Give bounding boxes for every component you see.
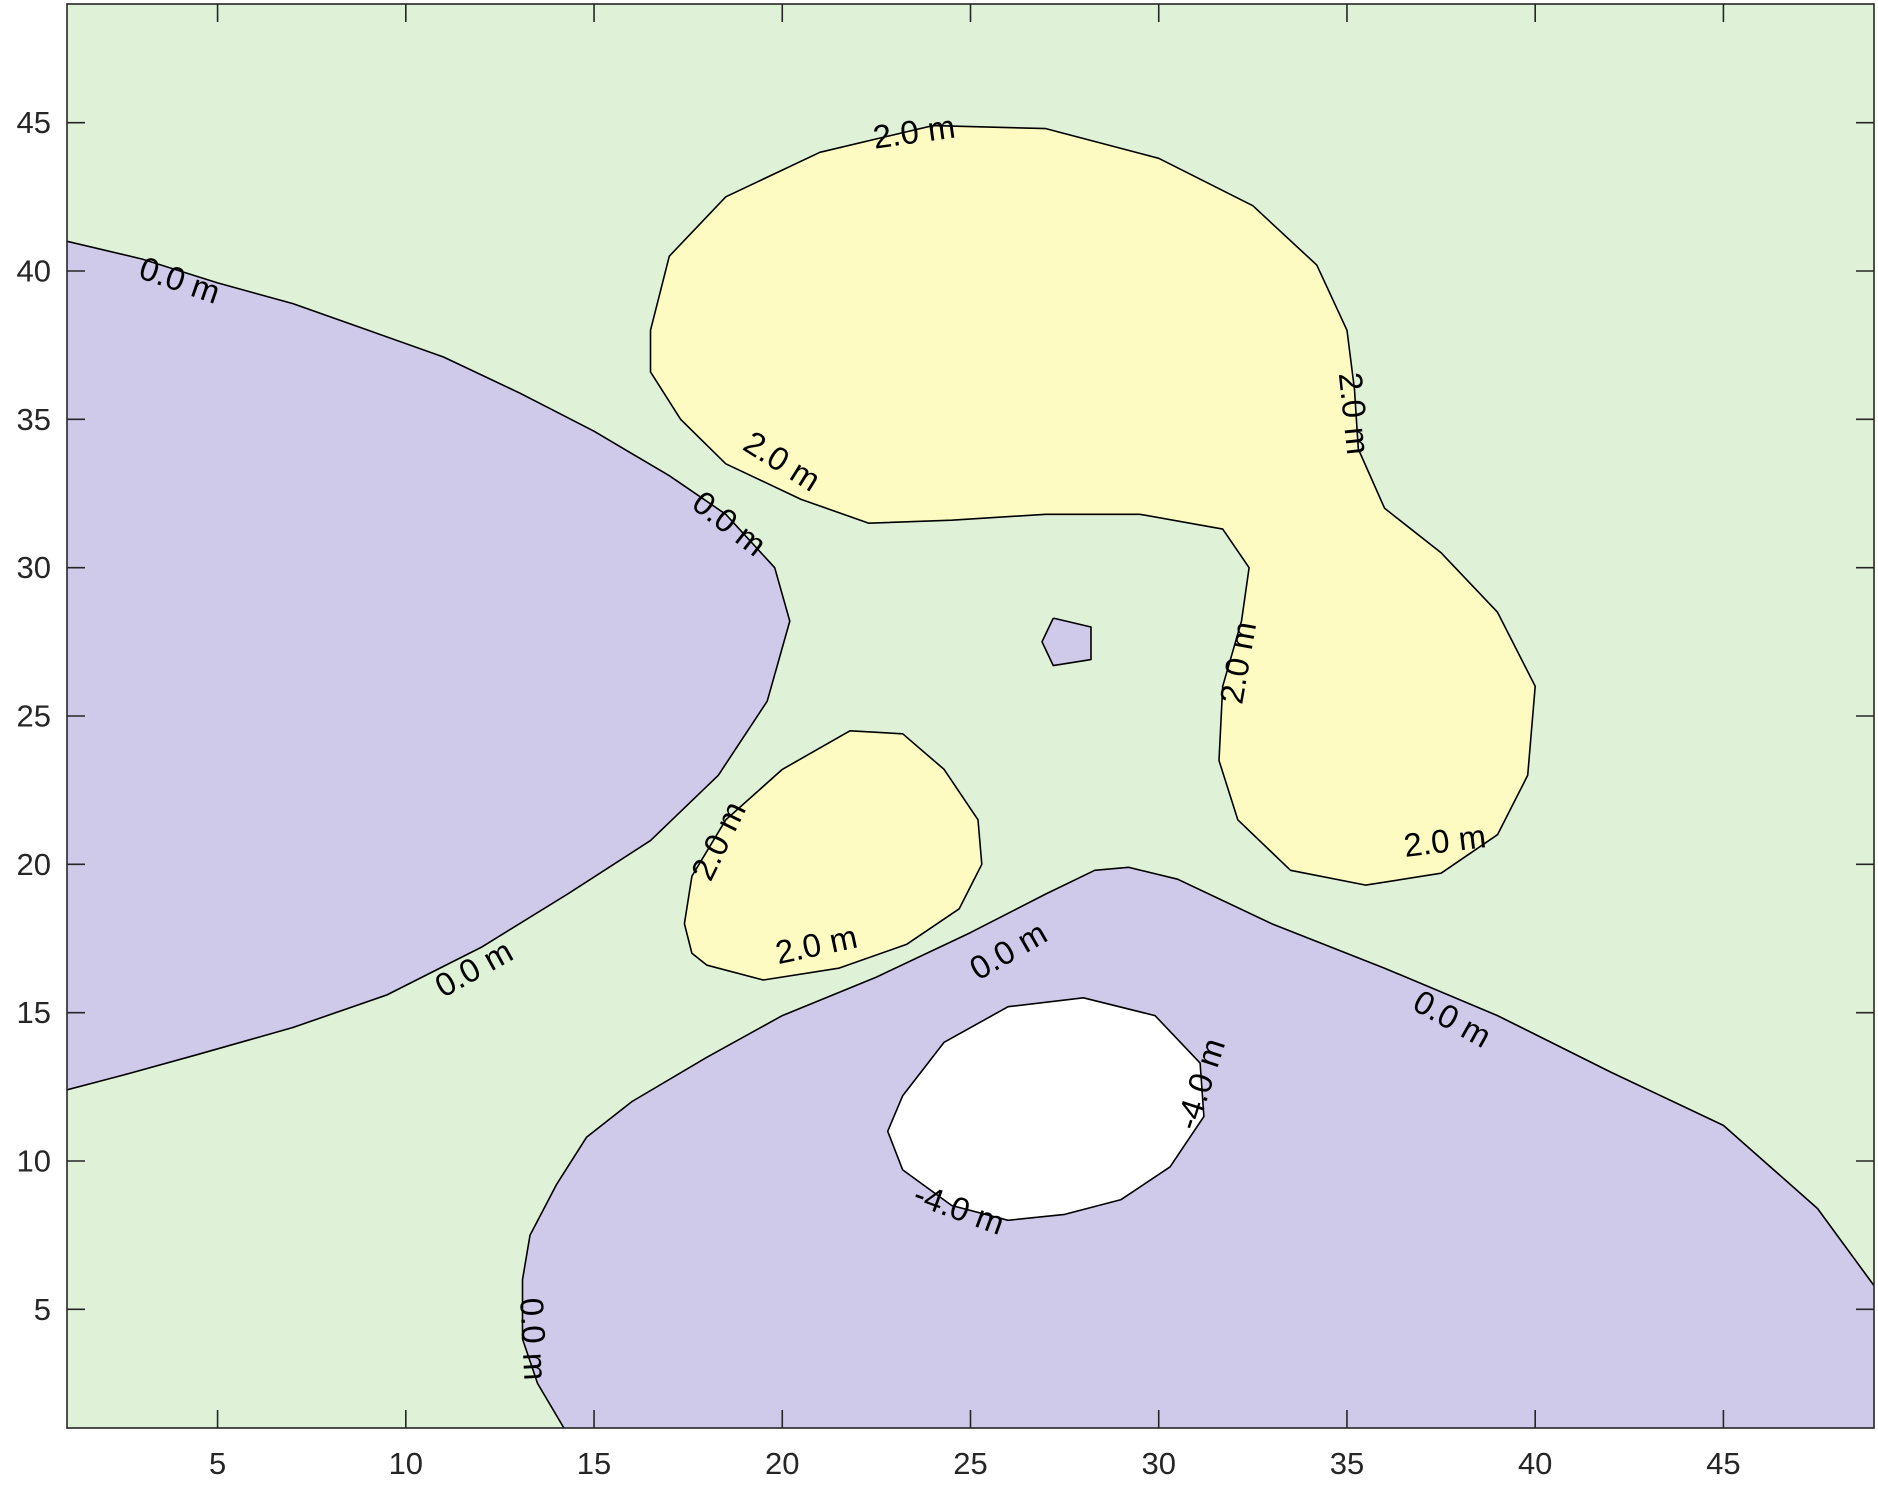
region-small-mid-bulb xyxy=(684,730,982,980)
contour-label-text: 0.0 m xyxy=(513,1297,554,1381)
y-tick-label: 30 xyxy=(17,550,51,585)
contour-line-bottom-lobe xyxy=(521,866,1874,1428)
x-tick-label: 20 xyxy=(765,1446,799,1481)
x-tick-label: 30 xyxy=(1141,1446,1175,1481)
y-tick-label: 45 xyxy=(17,105,51,140)
contour-line-center-island xyxy=(1041,617,1092,667)
contour-label-text: 2.0 m xyxy=(1332,370,1377,456)
x-tick-label: 45 xyxy=(1706,1446,1740,1481)
x-tick-label: 5 xyxy=(209,1446,226,1481)
x-tick-label: 40 xyxy=(1518,1446,1552,1481)
x-tick-label: 35 xyxy=(1330,1446,1364,1481)
y-tick-label: 40 xyxy=(17,254,51,289)
y-tick-label: 15 xyxy=(17,995,51,1030)
x-tick-label: 10 xyxy=(389,1446,423,1481)
x-tick-label: 25 xyxy=(953,1446,987,1481)
contour-fills xyxy=(67,4,1874,1428)
y-tick-label: 5 xyxy=(34,1292,51,1327)
y-tick-label: 20 xyxy=(17,847,51,882)
y-tick-label: 10 xyxy=(17,1144,51,1179)
region-top-right-bulb xyxy=(650,125,1536,886)
contour-line-deep-hole xyxy=(886,997,1205,1222)
region-deep-hole xyxy=(887,997,1204,1221)
region-left-lobe xyxy=(67,241,790,1090)
contour-label-3: 0.0 m xyxy=(513,1297,554,1381)
contour-line-top-right-bulb xyxy=(649,124,1536,886)
y-tick-label: 25 xyxy=(17,699,51,734)
y-tick-label: 35 xyxy=(17,402,51,437)
contour-line-small-mid-bulb xyxy=(683,730,983,981)
x-tick-label: 15 xyxy=(577,1446,611,1481)
contour-label-8: 2.0 m xyxy=(1332,370,1377,456)
axes: 5 10 15 20 25 30 35 40 45 5 10 15 20 25 30 35 40 45 xyxy=(17,3,1875,1481)
region-bottom-lobe xyxy=(522,867,1874,1428)
contour-line-left-lobe xyxy=(67,240,791,1091)
region-center-island xyxy=(1042,618,1091,666)
contour-lines xyxy=(67,124,1874,1428)
